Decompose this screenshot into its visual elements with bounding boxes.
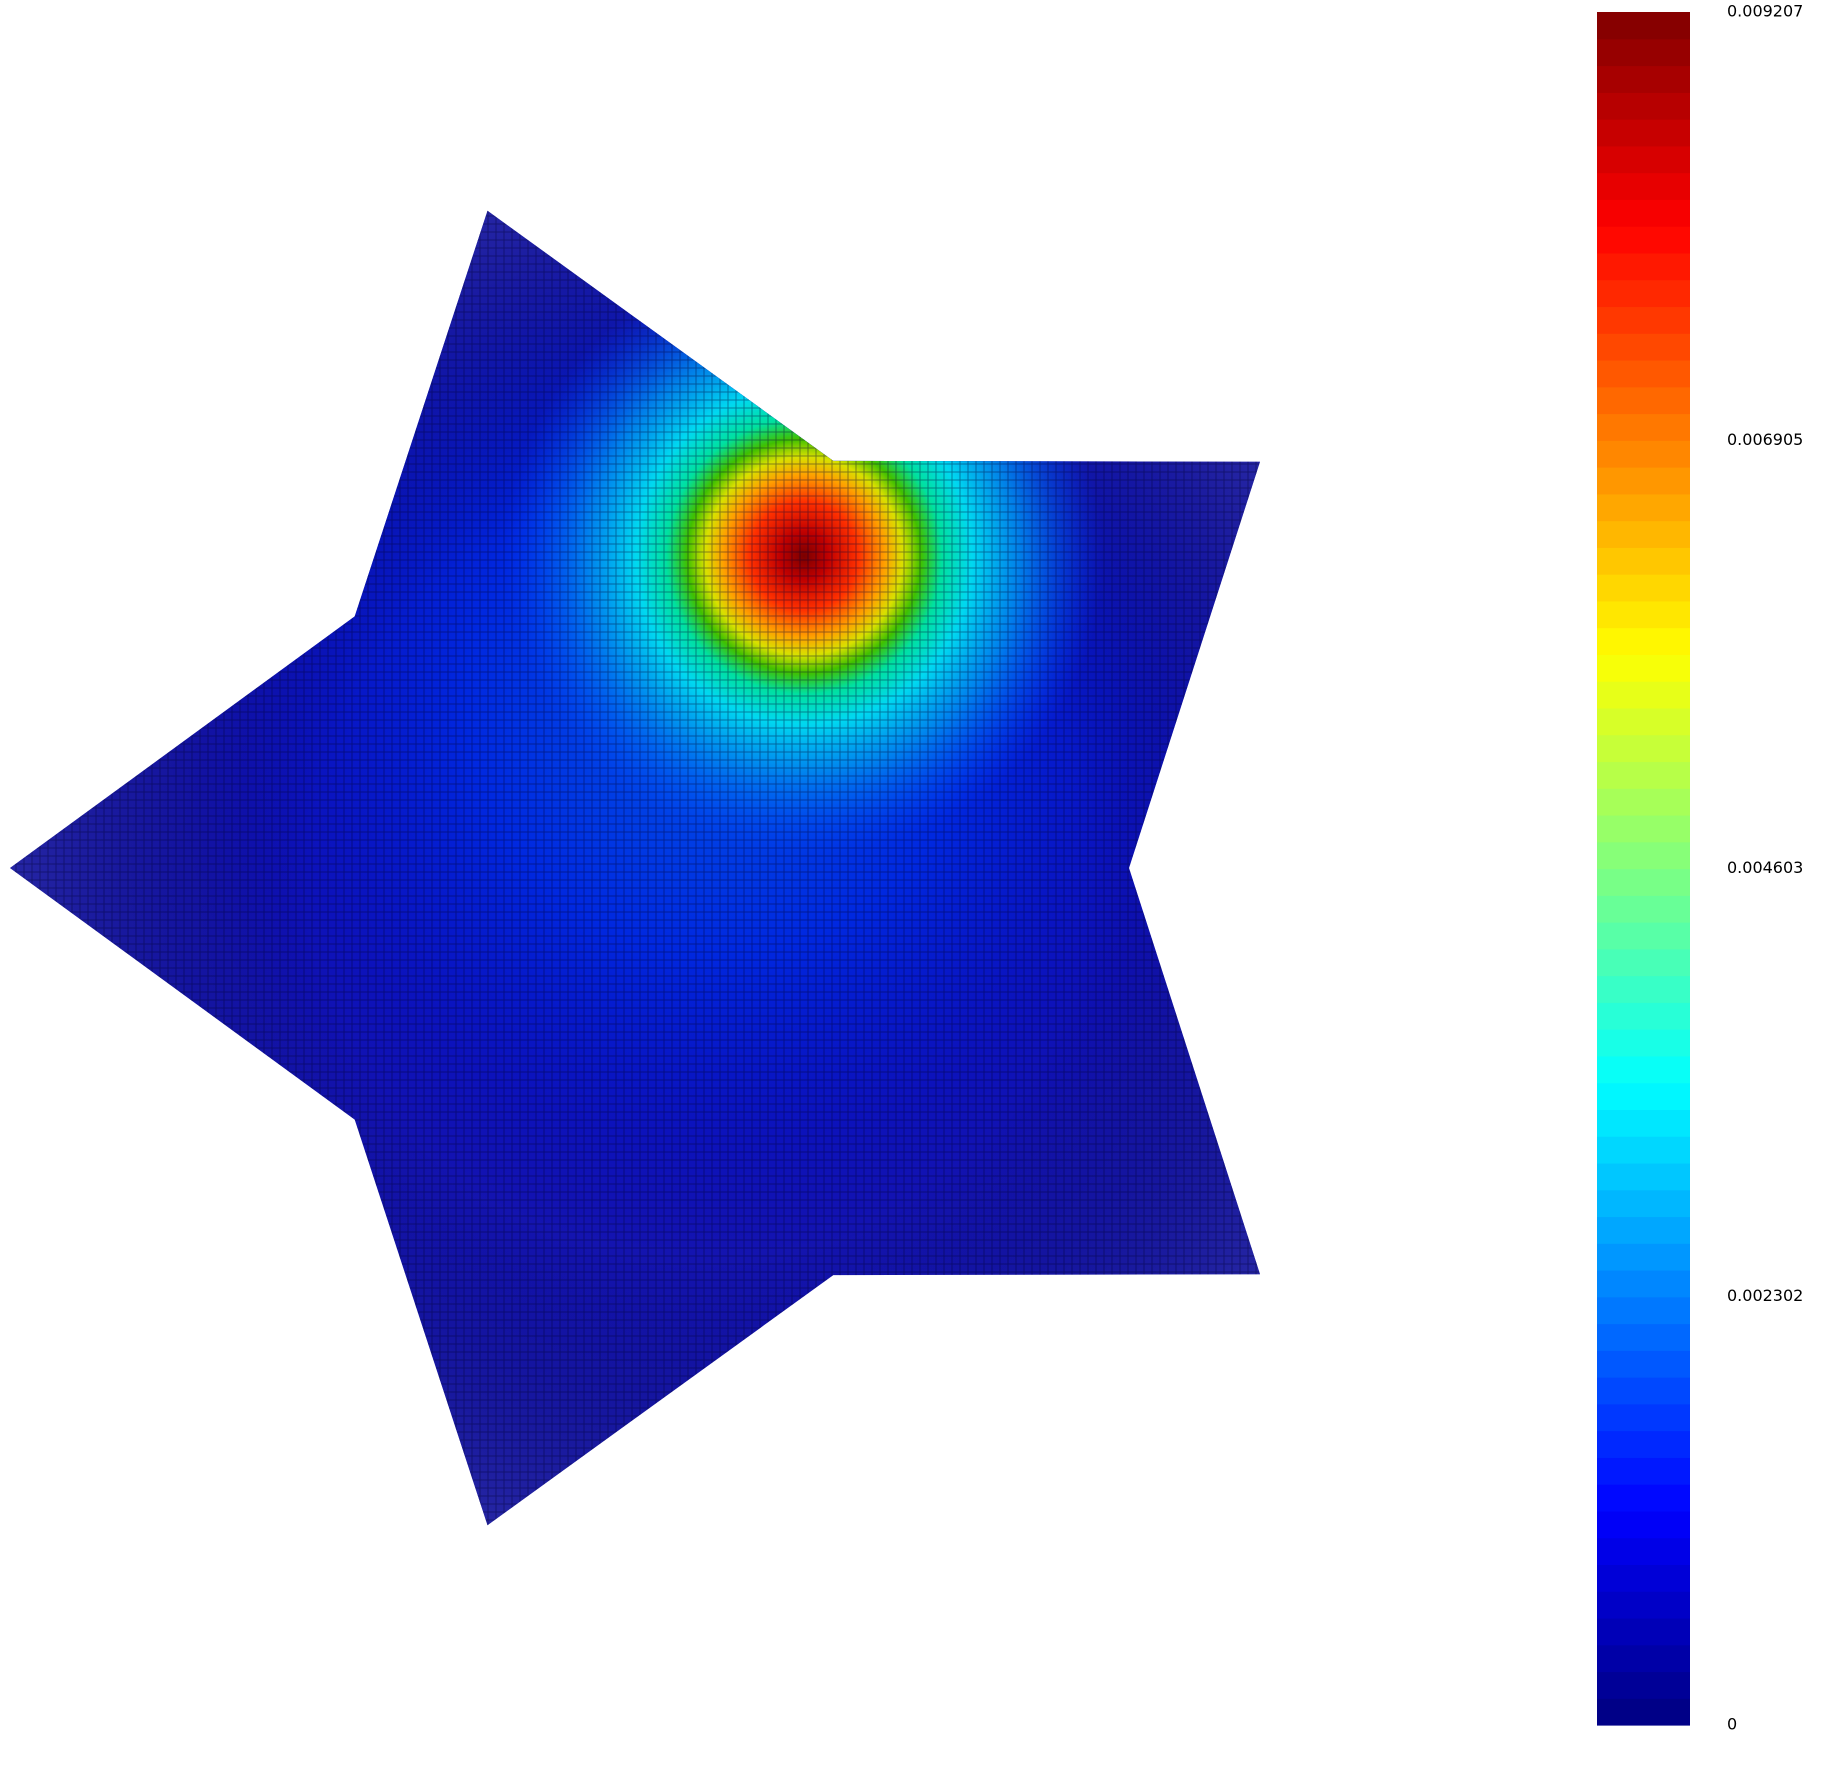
colorbar-band	[1597, 1537, 1690, 1566]
colorbar-band	[1597, 1457, 1690, 1485]
colorbar-band	[1597, 493, 1690, 522]
field-plot	[10, 210, 1260, 1526]
colorbar-band	[1597, 252, 1690, 281]
colorbar-band	[1597, 226, 1690, 254]
colorbar-band	[1597, 895, 1690, 923]
colorbar-band	[1597, 627, 1690, 655]
colorbar-band	[1597, 868, 1690, 896]
colorbar-band	[1597, 1002, 1690, 1030]
colorbar-band	[1597, 1671, 1690, 1699]
colorbar-band	[1597, 279, 1690, 308]
colorbar-band	[1597, 520, 1690, 548]
colorbar-band	[1597, 333, 1690, 361]
colorbar-band	[1597, 734, 1690, 763]
colorbar-band	[1597, 145, 1690, 174]
colorbar-band	[1597, 1591, 1690, 1619]
colorbar-band	[1597, 306, 1690, 334]
colorbar-band	[1597, 1243, 1690, 1271]
colorbar-band	[1597, 761, 1690, 789]
colorbar-band	[1597, 12, 1690, 40]
colorbar-band	[1597, 172, 1690, 200]
colorbar-band	[1597, 681, 1690, 709]
colorbar-band	[1597, 413, 1690, 441]
colorbar-band	[1597, 948, 1690, 977]
colorbar-band	[1597, 1323, 1690, 1351]
colorbar-band	[1597, 600, 1690, 629]
colorbar-band	[1597, 1269, 1690, 1298]
mesh	[10, 210, 1260, 1526]
colorbar-band	[1597, 1644, 1690, 1673]
colorbar-band	[1597, 707, 1690, 736]
colorbar-band	[1597, 1484, 1690, 1512]
colorbar-band	[1597, 1430, 1690, 1458]
colorbar-band	[1597, 1216, 1690, 1244]
colorbar-band	[1597, 788, 1690, 816]
colorbar-band	[1597, 1109, 1690, 1137]
colorbar-band	[1597, 1510, 1690, 1539]
colorbar-band	[1597, 1082, 1690, 1110]
colorbar-band	[1597, 547, 1690, 575]
colorbar-band	[1597, 359, 1690, 388]
colorbar-tick-label: 0.006905	[1727, 430, 1803, 449]
colorbar-band	[1597, 467, 1690, 495]
colorbar-tick-label: 0.004603	[1727, 858, 1803, 877]
colorbar-band	[1597, 1698, 1690, 1726]
colorbar-band	[1597, 975, 1690, 1003]
colorbar-tick-label: 0	[1727, 1715, 1737, 1734]
colorbar-band	[1597, 119, 1690, 147]
colorbar-band	[1597, 92, 1690, 120]
colorbar-band	[1597, 65, 1690, 93]
colorbar-band	[1597, 814, 1690, 843]
colorbar-band	[1597, 1162, 1690, 1191]
colorbar-band	[1597, 199, 1690, 227]
colorbar-band	[1597, 1377, 1690, 1405]
colorbar-tick-label: 0.002302	[1727, 1286, 1803, 1305]
colorbar-band	[1597, 1055, 1690, 1084]
colorbar-band	[1597, 1029, 1690, 1057]
colorbar-band	[1597, 386, 1690, 415]
colorbar-band	[1597, 1136, 1690, 1164]
colorbar-band	[1597, 841, 1690, 870]
colorbar-band	[1597, 1189, 1690, 1218]
colorbar-band	[1597, 922, 1690, 950]
colorbar-band	[1597, 654, 1690, 682]
colorbar: 0 0.002302 0.004603 0.006905 0.009207	[1597, 2, 1803, 1734]
colorbar-band	[1597, 1296, 1690, 1325]
colorbar-band	[1597, 1564, 1690, 1592]
colorbar-band	[1597, 1617, 1690, 1646]
colorbar-band	[1597, 574, 1690, 602]
colorbar-band	[1597, 38, 1690, 67]
colorbar-tick-label: 0.009207	[1727, 2, 1803, 21]
colorbar-band	[1597, 1403, 1690, 1432]
colorbar-band	[1597, 440, 1690, 468]
colorbar-band	[1597, 1350, 1690, 1378]
